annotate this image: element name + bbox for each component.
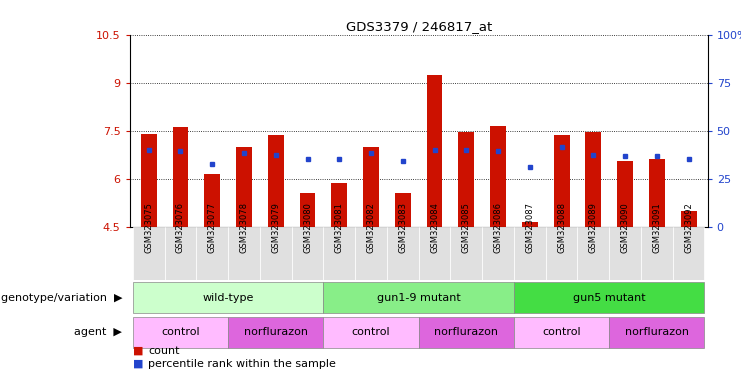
Text: GSM323087: GSM323087 — [525, 202, 534, 253]
Bar — [522, 222, 538, 227]
Text: control: control — [542, 327, 581, 337]
FancyBboxPatch shape — [133, 282, 323, 313]
Text: gun1-9 mutant: gun1-9 mutant — [376, 293, 461, 303]
FancyBboxPatch shape — [514, 316, 609, 348]
Bar — [331, 184, 348, 227]
FancyBboxPatch shape — [196, 227, 228, 280]
Text: GSM323090: GSM323090 — [620, 203, 630, 253]
Text: GSM323078: GSM323078 — [239, 202, 248, 253]
FancyBboxPatch shape — [419, 316, 514, 348]
Text: gun5 mutant: gun5 mutant — [573, 293, 645, 303]
FancyBboxPatch shape — [514, 282, 705, 313]
FancyBboxPatch shape — [482, 227, 514, 280]
Bar — [299, 193, 316, 227]
Bar — [173, 127, 188, 227]
Text: GSM323092: GSM323092 — [684, 203, 693, 253]
Bar — [490, 126, 506, 227]
Bar — [395, 193, 411, 227]
Text: agent  ▶: agent ▶ — [74, 327, 122, 337]
FancyBboxPatch shape — [260, 227, 292, 280]
Bar — [141, 134, 156, 227]
Bar — [268, 136, 284, 227]
Bar — [236, 147, 252, 227]
Text: GSM323076: GSM323076 — [176, 202, 185, 253]
FancyBboxPatch shape — [419, 227, 451, 280]
Text: percentile rank within the sample: percentile rank within the sample — [148, 359, 336, 369]
Bar — [363, 147, 379, 227]
Text: GSM323091: GSM323091 — [652, 203, 662, 253]
Text: GSM323089: GSM323089 — [589, 203, 598, 253]
FancyBboxPatch shape — [323, 282, 514, 313]
Text: norflurazon: norflurazon — [434, 327, 498, 337]
FancyBboxPatch shape — [387, 227, 419, 280]
FancyBboxPatch shape — [323, 227, 355, 280]
FancyBboxPatch shape — [641, 227, 673, 280]
Text: count: count — [148, 346, 180, 356]
Text: GSM323080: GSM323080 — [303, 203, 312, 253]
FancyBboxPatch shape — [514, 227, 545, 280]
Bar — [459, 132, 474, 227]
FancyBboxPatch shape — [292, 227, 323, 280]
Bar — [205, 174, 220, 227]
Text: GSM323085: GSM323085 — [462, 203, 471, 253]
Text: norflurazon: norflurazon — [244, 327, 308, 337]
Bar — [585, 132, 601, 227]
FancyBboxPatch shape — [451, 227, 482, 280]
FancyBboxPatch shape — [673, 227, 705, 280]
FancyBboxPatch shape — [133, 316, 228, 348]
Text: control: control — [352, 327, 391, 337]
FancyBboxPatch shape — [577, 227, 609, 280]
FancyBboxPatch shape — [228, 316, 323, 348]
Text: GSM323088: GSM323088 — [557, 202, 566, 253]
FancyBboxPatch shape — [609, 316, 705, 348]
Bar — [617, 161, 633, 227]
FancyBboxPatch shape — [133, 227, 165, 280]
Text: genotype/variation  ▶: genotype/variation ▶ — [1, 293, 122, 303]
Text: GSM323084: GSM323084 — [430, 203, 439, 253]
FancyBboxPatch shape — [323, 316, 419, 348]
Text: GSM323083: GSM323083 — [398, 202, 408, 253]
Text: GSM323077: GSM323077 — [207, 202, 217, 253]
Text: ■: ■ — [133, 346, 144, 356]
Text: ■: ■ — [133, 359, 144, 369]
Text: control: control — [162, 327, 200, 337]
Text: GSM323079: GSM323079 — [271, 203, 280, 253]
Bar — [681, 210, 697, 227]
FancyBboxPatch shape — [545, 227, 577, 280]
Title: GDS3379 / 246817_at: GDS3379 / 246817_at — [345, 20, 492, 33]
FancyBboxPatch shape — [228, 227, 260, 280]
Text: wild-type: wild-type — [202, 293, 254, 303]
Bar — [427, 74, 442, 227]
Text: GSM323081: GSM323081 — [335, 203, 344, 253]
Bar — [554, 136, 570, 227]
Text: GSM323075: GSM323075 — [144, 203, 153, 253]
FancyBboxPatch shape — [165, 227, 196, 280]
Bar — [649, 159, 665, 227]
Text: GSM323082: GSM323082 — [367, 203, 376, 253]
Text: GSM323086: GSM323086 — [494, 202, 502, 253]
Text: norflurazon: norflurazon — [625, 327, 689, 337]
FancyBboxPatch shape — [609, 227, 641, 280]
FancyBboxPatch shape — [355, 227, 387, 280]
